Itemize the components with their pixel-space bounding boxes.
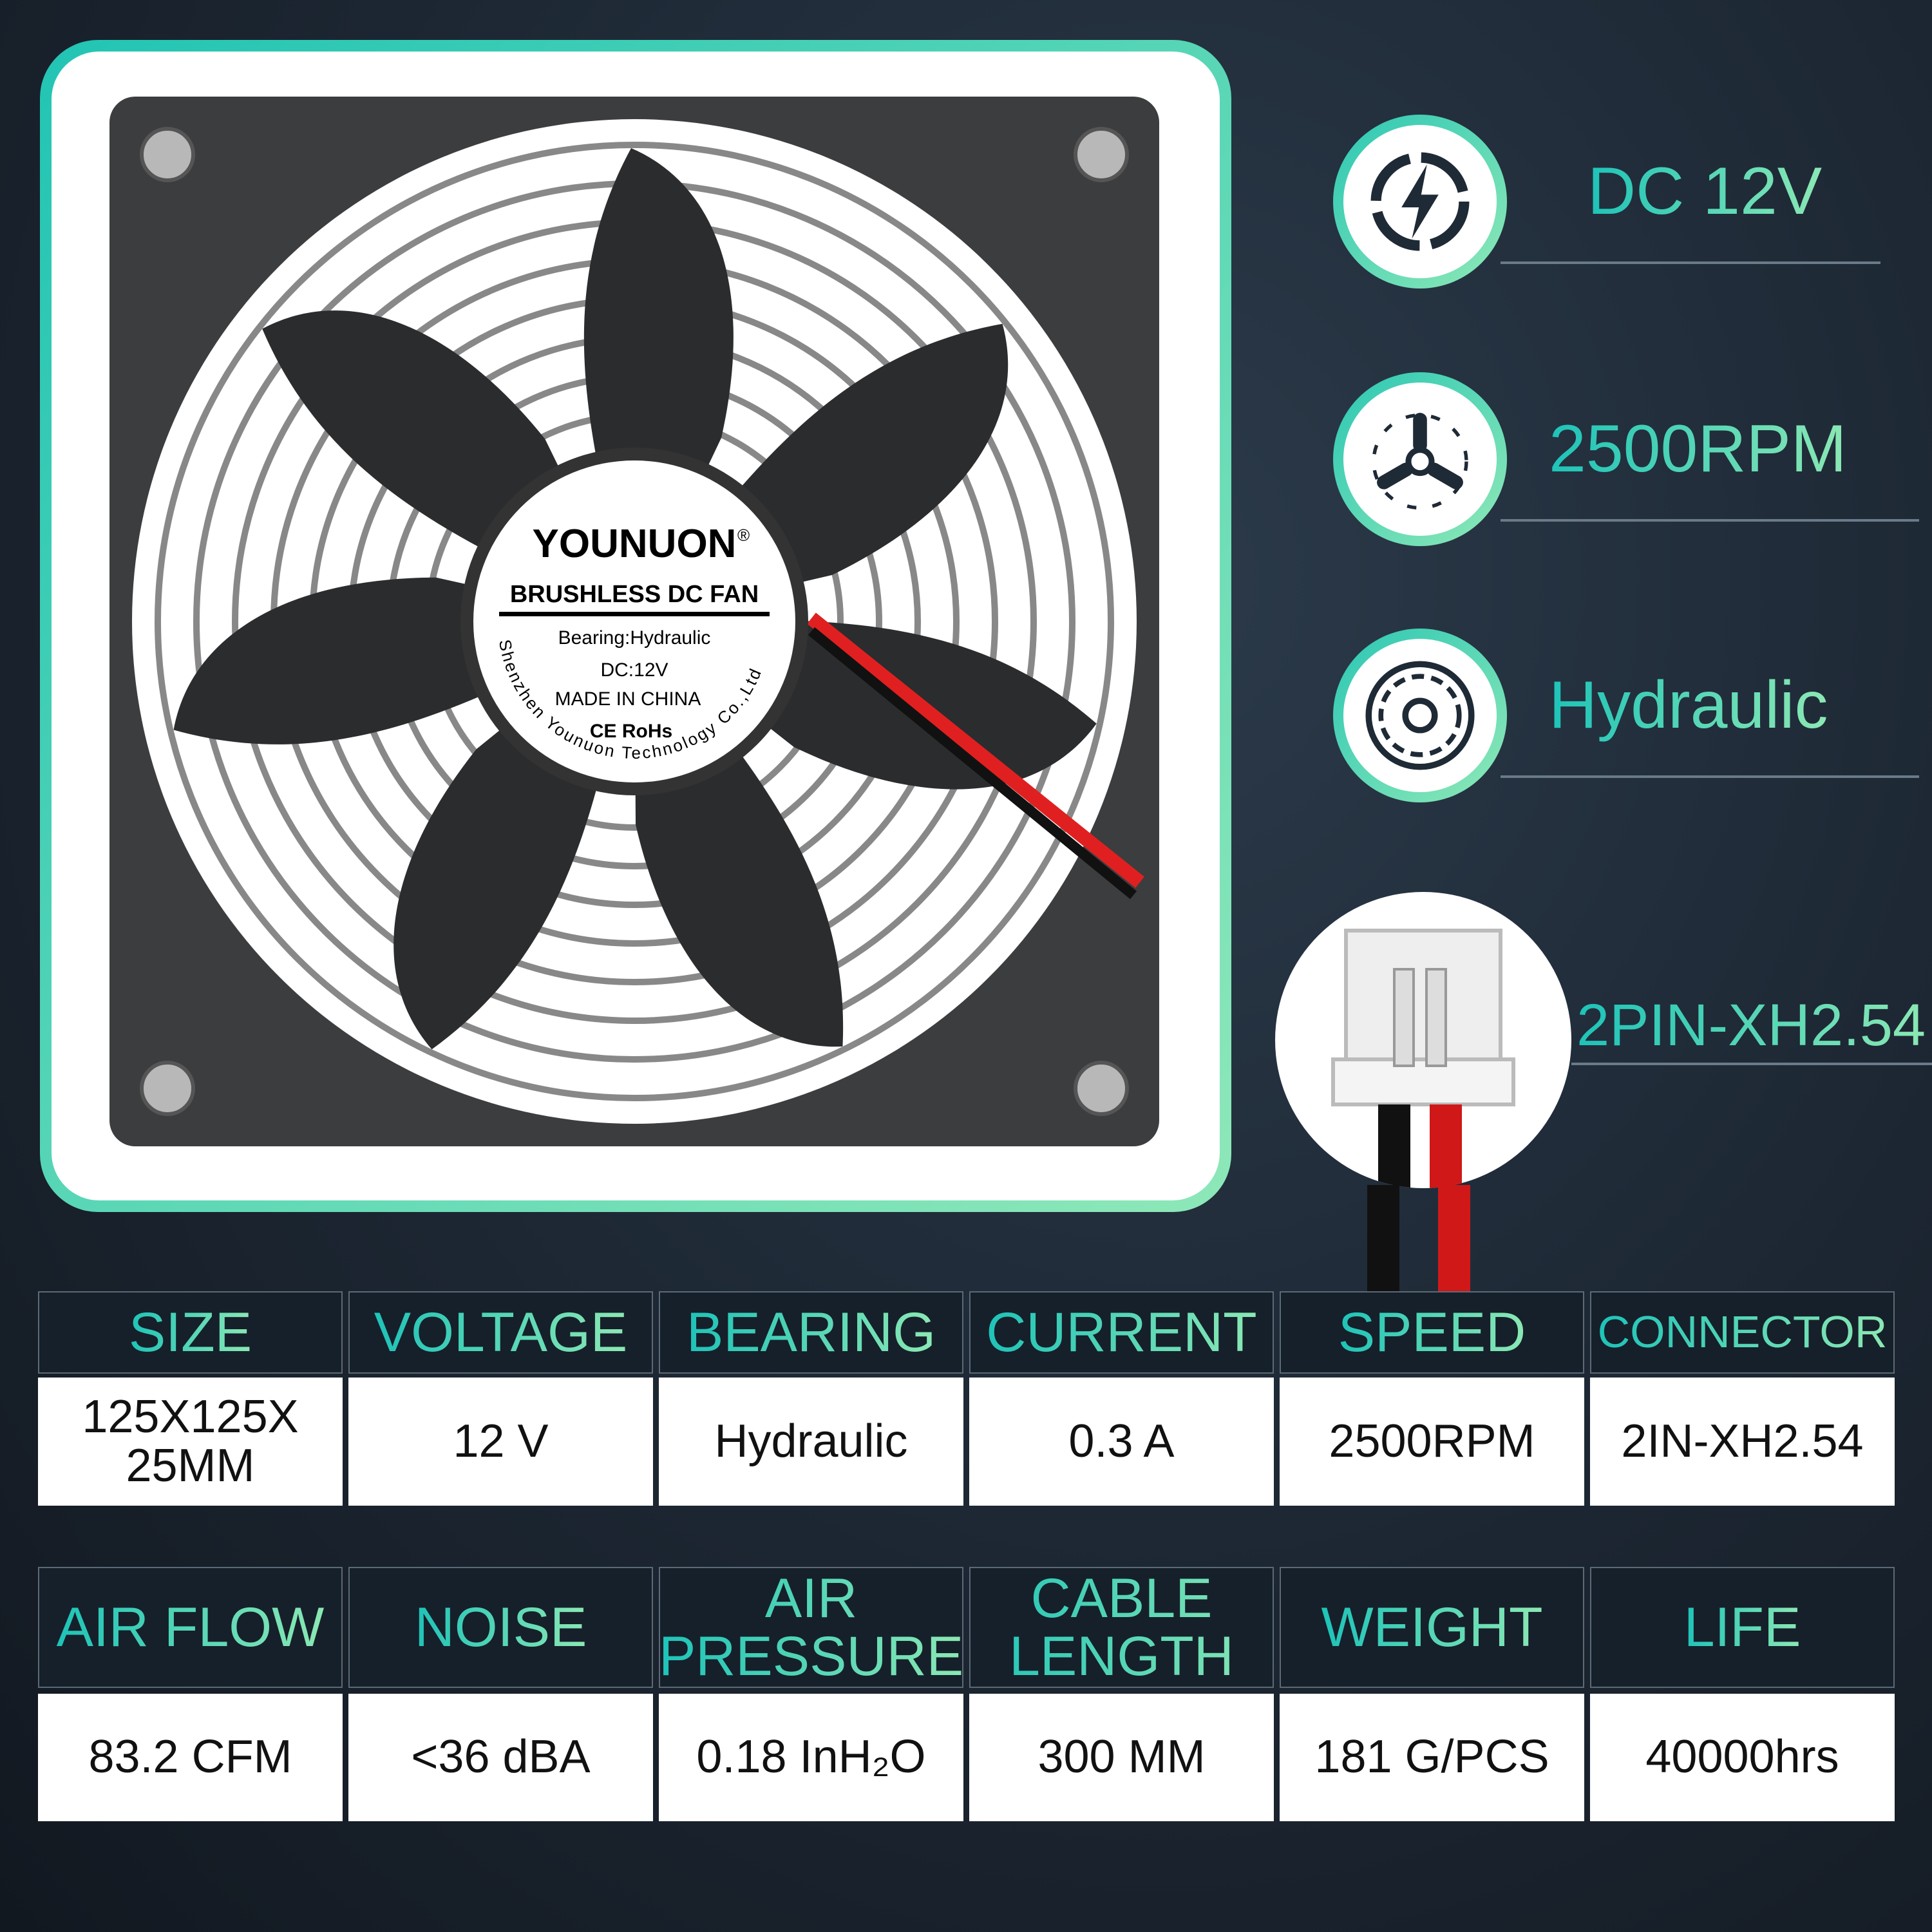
cell-text: 0.18 InH₂O xyxy=(696,1731,926,1783)
cell-text: 2IN-XH2.54 xyxy=(1621,1415,1864,1467)
spec-table-2-header: AIR FLOW NOISE AIR PRESSURE CABLE LENGTH WEI… xyxy=(38,1567,1895,1688)
cell-text: WEIGHT xyxy=(1321,1596,1543,1658)
spec-bearing: Hydraulic xyxy=(1333,629,1919,809)
cell-text: Hydraulic xyxy=(714,1415,908,1467)
fan-illustration: YOUNUON ® BRUSHLESS DC FAN Bearing:Hydra… xyxy=(109,97,1159,1146)
grill-ring xyxy=(155,142,1114,1101)
spec-connector: 2PIN-XH2.54 xyxy=(1571,953,1932,1133)
table-value-cell: <36 dBA xyxy=(348,1694,653,1821)
cell-text: VOLTAGE xyxy=(374,1301,628,1363)
cell-text: 83.2 CFM xyxy=(88,1731,292,1783)
table-value-cell: 12 V xyxy=(348,1378,653,1506)
spec-table-1-header: SIZE VOLTAGE BEARING CURRENT SPEED CONNECTOR xyxy=(38,1291,1895,1374)
table-header-cell: SIZE xyxy=(38,1291,343,1374)
spec-label: DC 12V xyxy=(1587,154,1823,229)
brand-logo: YOUNUON xyxy=(533,522,737,566)
cell-text: 2500RPM xyxy=(1329,1415,1535,1467)
table-value-cell: 2IN-XH2.54 xyxy=(1590,1378,1895,1506)
cell-text: CABLE LENGTH xyxy=(971,1569,1273,1686)
certification-marks: CE RoHs xyxy=(590,721,672,742)
cell-text: BEARING xyxy=(686,1301,936,1363)
table-value-cell: 0.18 InH₂O xyxy=(659,1694,963,1821)
cell-text: LIFE xyxy=(1683,1596,1801,1658)
cell-text: CONNECTOR xyxy=(1597,1307,1888,1358)
propeller-icon xyxy=(1343,383,1497,536)
origin-text: MADE IN CHINA xyxy=(555,688,701,710)
spec-table-1-values: 125X125X 25MM 12 V Hydraulic 0.3 A 2500RPM 2I… xyxy=(38,1378,1895,1506)
cell-text: 300 MM xyxy=(1037,1731,1206,1783)
cell-text: 125X125X 25MM xyxy=(82,1390,299,1492)
bearing-icon xyxy=(1343,639,1497,792)
cell-text: AIR FLOW xyxy=(56,1596,325,1658)
cell-text: SIZE xyxy=(128,1301,252,1363)
spec-label: 2PIN-XH2.54 xyxy=(1577,992,1926,1058)
table-value-cell: 181 G/PCS xyxy=(1280,1694,1584,1821)
fan-title: BRUSHLESS DC FAN xyxy=(510,581,759,608)
spec-voltage: DC 12V xyxy=(1333,115,1913,295)
table-header-cell: CONNECTOR xyxy=(1590,1291,1895,1374)
cell-text: 12 V xyxy=(453,1415,549,1467)
table-header-cell: NOISE xyxy=(348,1567,653,1688)
connector-plug-icon xyxy=(1275,892,1571,1188)
cell-text: 40000hrs xyxy=(1645,1731,1839,1783)
table-value-cell: 300 MM xyxy=(969,1694,1274,1821)
spec-label: 2500RPM xyxy=(1549,412,1847,486)
table-header-cell: BEARING xyxy=(659,1291,963,1374)
table-header-cell: LIFE xyxy=(1590,1567,1895,1688)
cell-text: CURRENT xyxy=(986,1301,1257,1363)
table-header-cell: AIR FLOW xyxy=(38,1567,343,1688)
cell-text: AIR PRESSURE xyxy=(658,1567,964,1687)
table-value-cell: 0.3 A xyxy=(969,1378,1274,1506)
cell-text: SPEED xyxy=(1338,1301,1526,1363)
table-value-cell: Hydraulic xyxy=(659,1378,963,1506)
cell-text: <36 dBA xyxy=(411,1731,591,1783)
table-value-cell: 2500RPM xyxy=(1280,1378,1584,1506)
table-header-cell: CURRENT xyxy=(969,1291,1274,1374)
cell-text: 0.3 A xyxy=(1068,1415,1175,1467)
table-value-cell: 40000hrs xyxy=(1590,1694,1895,1821)
spec-table-2-values: 83.2 CFM <36 dBA 0.18 InH₂O 300 MM 181 G/PCS… xyxy=(38,1694,1895,1821)
table-header-cell: AIR PRESSURE xyxy=(659,1567,963,1688)
cell-text: 181 G/PCS xyxy=(1314,1731,1549,1783)
table-header-cell: CABLE LENGTH xyxy=(969,1567,1274,1688)
table-header-cell: VOLTAGE xyxy=(348,1291,653,1374)
table-value-cell: 125X125X 25MM xyxy=(38,1378,343,1506)
spec-speed: 2500RPM xyxy=(1333,372,1919,553)
lightning-power-icon xyxy=(1343,125,1497,278)
voltage-text: DC:12V xyxy=(600,659,668,681)
cell-text: NOISE xyxy=(414,1596,587,1658)
table-value-cell: 83.2 CFM xyxy=(38,1694,343,1821)
table-header-cell: SPEED xyxy=(1280,1291,1584,1374)
table-header-cell: WEIGHT xyxy=(1280,1567,1584,1688)
fan-image-frame: YOUNUON ® BRUSHLESS DC FAN Bearing:Hydra… xyxy=(40,40,1231,1212)
registered-mark: ® xyxy=(737,526,750,545)
spec-label: Hydraulic xyxy=(1549,668,1828,743)
bearing-text: Bearing:Hydraulic xyxy=(558,627,711,649)
